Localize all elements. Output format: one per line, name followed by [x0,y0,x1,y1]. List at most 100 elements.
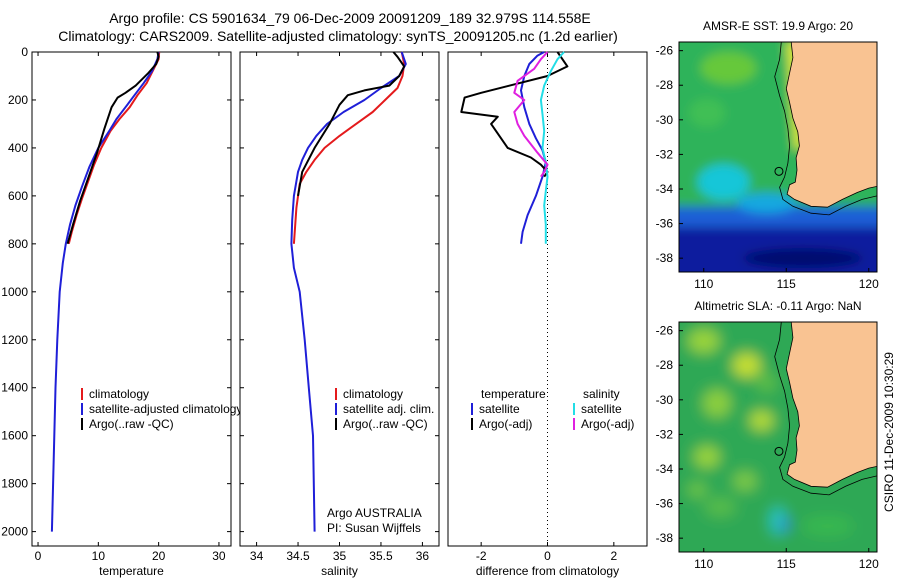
field-blob [687,329,720,354]
field-blob [694,445,721,468]
legend-entry: Argo(-adj) [581,417,634,431]
field-band [679,206,877,228]
figure-title-line2: Climatology: CARS2009. Satellite-adjuste… [58,28,618,44]
map-y-tick-label: -36 [656,217,674,231]
legend-entry: Argo(-adj) [479,417,532,431]
y-tick-label: 600 [8,189,28,203]
series-line-satellite [539,51,565,244]
x-axis-label: difference from climatology [476,564,619,578]
y-tick-label: 2000 [1,525,28,539]
map-y-tick-label: -30 [656,113,674,127]
legend-entry: satellite adj. clim. [343,402,434,416]
map-title: AMSR-E SST: 19.9 Argo: 20 [703,19,853,33]
x-tick-label: 35.5 [369,549,393,563]
y-tick-label: 1400 [1,381,28,395]
field-blob [704,497,737,518]
x-axis-label: temperature [99,564,164,578]
map-x-tick-label: 120 [859,277,879,291]
legend-entry: satellite [479,402,520,416]
y-tick-label: 0 [21,45,28,59]
map-x-tick-label: 115 [777,277,796,291]
map-x-tick-label: 110 [694,277,713,291]
legend-entry: Argo(..raw -QC) [89,417,174,431]
series-line-argo-raw-qc- [66,51,160,245]
x-tick-label: 0 [544,549,551,563]
y-tick-label: 1600 [1,429,28,443]
figure-title-line1: Argo profile: CS 5901634_79 06-Dec-2009 … [109,10,591,26]
plot-frame [239,51,440,547]
map-title: Altimetric SLA: -0.11 Argo: NaN [694,299,861,313]
temperature-panel: 0 10 20 30 0 200 400 600 800 1000 1200 1400 1600 1800… [1,45,242,578]
legend-heading: temperature [481,387,546,401]
series-line-satellite [520,51,547,244]
argo-position-marker [774,446,784,456]
plot-frame [447,51,648,547]
legend-entry: Argo(..raw -QC) [343,417,428,431]
side-credit-label: CSIRO 11-Dec-2009 10:30:29 [882,352,896,512]
legend-entry: climatology [343,387,403,401]
map-y-tick-label: -30 [656,393,674,407]
map-x-tick-label: 110 [694,557,713,571]
series-line-argo-raw-qc- [297,51,406,197]
field-blob [756,372,777,393]
x-tick-label: 20 [152,549,166,563]
map-y-tick-label: -28 [656,358,674,372]
x-tick-label: 36 [416,549,430,563]
y-tick-label: 1000 [1,285,28,299]
field-blob [801,516,854,537]
map-x-tick-label: 120 [859,557,879,571]
map-y-tick-label: -26 [656,44,674,58]
shelf-contour [774,322,877,496]
x-tick-label: 2 [610,549,617,563]
sla-map: Altimetric SLA: -0.11 Argo: NaN 110 115 120… [656,299,879,571]
land-mass [785,42,877,208]
y-tick-label: 1200 [1,333,28,347]
field-blob [779,517,790,532]
field-blob [736,192,797,213]
argo-position-marker [774,166,784,176]
map-y-tick-label: -26 [656,324,674,338]
map-frame [678,41,878,273]
shelf-contour [774,42,877,216]
x-tick-label: 34 [250,549,264,563]
map-y-tick-label: -36 [656,497,674,511]
field-blob [687,481,708,498]
y-tick-label: 400 [8,141,28,155]
field-blob [702,389,731,418]
legend-heading: salinity [583,387,620,401]
map-y-tick-label: -38 [656,251,674,265]
map-y-tick-label: -32 [656,427,674,441]
annotation-text: Argo AUSTRALIA [327,506,422,520]
map-y-tick-label: -28 [656,78,674,92]
legend-entry: satellite [581,402,622,416]
y-tick-label: 1800 [1,477,28,491]
series-line-argo-adj- [513,51,549,178]
annotation-text: PI: Susan Wijffels [327,521,421,535]
map-x-tick-label: 115 [777,557,796,571]
salinity-panel: 34 34.5 35 35.5 36 salinity climatologysatelli… [239,51,440,578]
field-blob [742,248,863,269]
map-y-tick-label: -34 [656,182,674,196]
field-blob [697,164,750,201]
map-y-tick-label: -38 [656,531,674,545]
field-blob [700,51,757,84]
sst-map: AMSR-E SST: 19.9 Argo: 20 110 115 120 -26 -28… [656,19,879,291]
map-y-tick-label: -32 [656,147,674,161]
map-y-tick-label: -34 [656,462,674,476]
legend-entry: climatology [89,387,149,401]
field-blob [749,410,774,431]
x-tick-label: 0 [35,549,42,563]
series-line-satellite-adjusted-climatology [50,51,160,532]
y-tick-label: 800 [8,237,28,251]
map-content [679,322,877,552]
x-tick-label: -2 [476,549,487,563]
y-tick-label: 200 [8,93,28,107]
land-mass [785,322,877,488]
legend-entry: satellite-adjusted climatology [89,402,242,416]
series-line-satellite-adj-clim- [290,51,407,532]
field-blob [732,353,761,378]
x-tick-label: 35 [333,549,347,563]
